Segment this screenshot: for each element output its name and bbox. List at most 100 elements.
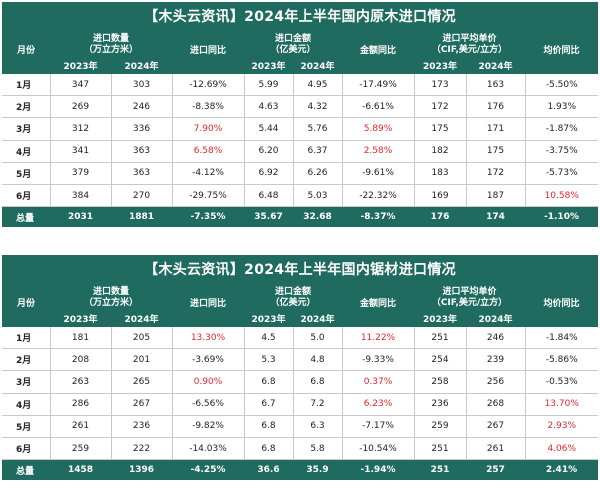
volume-yoy-cell: -29.75%: [172, 184, 245, 208]
price-yoy-cell: -3.75%: [525, 140, 598, 163]
table-row: 2月 269 246 -8.38% 4.63 4.32 -6.61% 172 176 1.93%: [2, 95, 598, 119]
table-row: 5月 379 363 -4.12% 6.92 6.26 -9.61% 183 172 -5.73%: [2, 162, 598, 185]
total-price-2024-cell: 257: [466, 459, 525, 481]
header-price: 进口平均单价 （CIF,美元/立方）: [414, 30, 525, 57]
price-yoy-cell: 4.06%: [525, 437, 598, 461]
month-cell: 5月: [2, 162, 51, 185]
price-2023-cell: 183: [414, 162, 467, 185]
month-cell: 5月: [2, 415, 51, 438]
amount-2023-cell: 6.8: [244, 437, 294, 461]
table-gap: [0, 247, 600, 255]
amount-2024-cell: 6.26: [293, 162, 343, 185]
amount-2024-cell: 5.03: [293, 184, 343, 208]
volume-yoy-cell: -8.38%: [172, 95, 245, 119]
log-import-table: 【木头云资讯】2024年上半年国内原木进口情况 月份 进口数量 （万立方米） 进…: [2, 2, 598, 228]
month-cell: 1月: [2, 74, 51, 97]
volume-yoy-cell: -4.12%: [172, 162, 245, 185]
volume-yoy-cell: -12.69%: [172, 74, 245, 97]
header-price-yoy: 均价同比: [525, 283, 598, 327]
price-2023-cell: 173: [414, 74, 467, 97]
header-month: 月份: [2, 283, 50, 327]
price-2024-cell: 268: [466, 393, 526, 416]
header-2023: 2023年: [244, 57, 293, 74]
amount-2023-cell: 5.99: [244, 74, 294, 97]
amount-2024-cell: 6.3: [293, 415, 343, 438]
amount-2024-cell: 5.0: [293, 327, 343, 350]
header-price: 进口平均单价 （CIF,美元/立方）: [414, 283, 525, 310]
header-2024: 2024年: [111, 57, 172, 74]
volume-2024-cell: 270: [111, 184, 173, 208]
table-title: 【木头云资讯】2024年上半年国内原木进口情况: [2, 2, 598, 30]
table-row: 4月 341 363 6.58% 6.20 6.37 2.58% 182 175 -3.75%: [2, 140, 598, 163]
table-row: 1月 181 205 13.30% 4.5 5.0 11.22% 251 246 -1.84%: [2, 327, 598, 350]
amount-2024-cell: 6.8: [293, 370, 343, 394]
volume-2024-cell: 201: [111, 348, 173, 372]
price-yoy-cell: -1.84%: [525, 327, 598, 350]
volume-yoy-cell: -14.03%: [172, 437, 245, 461]
header-amount-yoy: 金额同比: [342, 30, 414, 74]
total-row: 总量 2031 1881 -7.35% 35.67 32.68 -8.37% 176 174 -1…: [2, 206, 598, 228]
header-2023: 2023年: [414, 57, 466, 74]
volume-yoy-cell: -9.82%: [172, 415, 245, 438]
table-row: 5月 261 236 -9.82% 6.8 6.3 -7.17% 259 267 2.93%: [2, 415, 598, 438]
amount-yoy-cell: -22.32%: [342, 184, 415, 208]
month-cell: 4月: [2, 393, 51, 416]
price-yoy-cell: -0.53%: [525, 370, 598, 394]
table-row: 2月 208 201 -3.69% 5.3 4.8 -9.33% 254 239 -5.86%: [2, 348, 598, 372]
amount-yoy-cell: 2.58%: [342, 140, 415, 163]
amount-2024-cell: 4.32: [293, 95, 343, 119]
table-row: 6月 384 270 -29.75% 6.48 5.03 -22.32% 169 187 10.5…: [2, 184, 598, 208]
volume-2023-cell: 341: [50, 140, 112, 163]
volume-2023-cell: 286: [50, 393, 112, 416]
header-price-yoy: 均价同比: [525, 30, 598, 74]
volume-yoy-cell: -3.69%: [172, 348, 245, 372]
amount-yoy-cell: -6.61%: [342, 95, 415, 119]
table-title: 【木头云资讯】2024年上半年国内锯材进口情况: [2, 255, 598, 283]
amount-2024-cell: 6.37: [293, 140, 343, 163]
header-2023: 2023年: [50, 310, 111, 327]
price-2024-cell: 256: [466, 370, 526, 394]
month-cell: 2月: [2, 348, 51, 372]
price-2023-cell: 258: [414, 370, 467, 394]
volume-yoy-cell: 13.30%: [172, 327, 245, 350]
volume-2024-cell: 205: [111, 327, 173, 350]
price-yoy-cell: -5.50%: [525, 74, 598, 97]
amount-2024-cell: 5.8: [293, 437, 343, 461]
total-volume-2023-cell: 2031: [50, 206, 111, 228]
price-yoy-cell: 2.93%: [525, 415, 598, 438]
price-2024-cell: 171: [466, 117, 526, 141]
month-cell: 4月: [2, 140, 51, 163]
price-2023-cell: 169: [414, 184, 467, 208]
header-amount: 进口金额 （亿美元）: [244, 283, 342, 310]
price-2024-cell: 175: [466, 140, 526, 163]
volume-yoy-cell: 0.90%: [172, 370, 245, 394]
header-2024: 2024年: [293, 310, 342, 327]
amount-yoy-cell: -9.33%: [342, 348, 415, 372]
amount-2024-cell: 4.8: [293, 348, 343, 372]
price-2023-cell: 175: [414, 117, 467, 141]
table-row: 3月 312 336 7.90% 5.44 5.76 5.89% 175 171 -1.87%: [2, 117, 598, 141]
volume-2023-cell: 263: [50, 370, 112, 394]
amount-2023-cell: 6.92: [244, 162, 294, 185]
amount-yoy-cell: 0.37%: [342, 370, 415, 394]
volume-2023-cell: 208: [50, 348, 112, 372]
volume-2024-cell: 363: [111, 140, 173, 163]
amount-2023-cell: 4.5: [244, 327, 294, 350]
amount-2024-cell: 5.76: [293, 117, 343, 141]
volume-2024-cell: 265: [111, 370, 173, 394]
volume-2023-cell: 269: [50, 95, 112, 119]
table-row: 1月 347 303 -12.69% 5.99 4.95 -17.49% 173 163 -5.5…: [2, 74, 598, 97]
price-yoy-cell: -1.87%: [525, 117, 598, 141]
volume-2024-cell: 246: [111, 95, 173, 119]
header-2024: 2024年: [293, 57, 342, 74]
total-amount-2023-cell: 35.67: [244, 206, 293, 228]
volume-2024-cell: 267: [111, 393, 173, 416]
month-cell: 3月: [2, 370, 51, 394]
price-yoy-cell: -5.86%: [525, 348, 598, 372]
total-volume-yoy-cell: -4.25%: [172, 459, 244, 481]
price-yoy-cell: 13.70%: [525, 393, 598, 416]
total-row: 总量 1458 1396 -4.25% 36.6 35.9 -1.94% 251 257 2.41…: [2, 459, 598, 481]
price-yoy-cell: -5.73%: [525, 162, 598, 185]
price-2024-cell: 267: [466, 415, 526, 438]
amount-2023-cell: 6.7: [244, 393, 294, 416]
